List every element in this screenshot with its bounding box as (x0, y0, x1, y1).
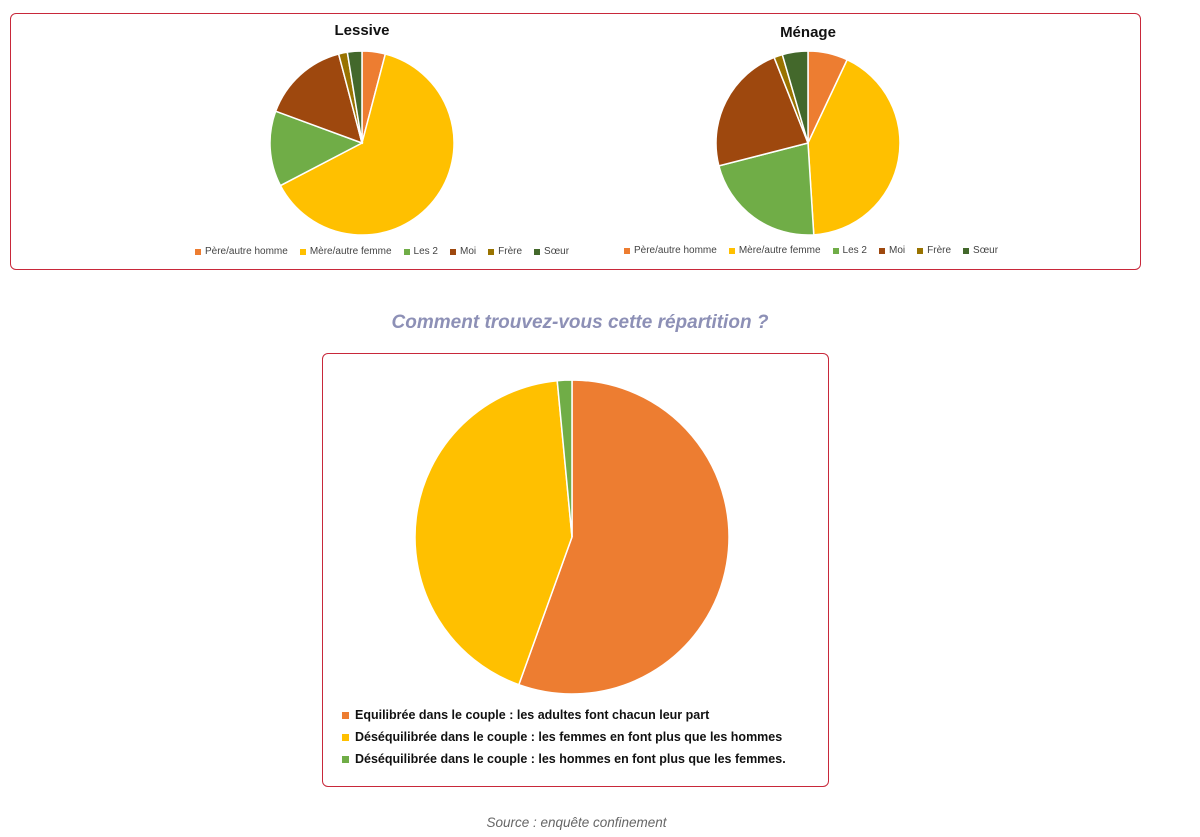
question-title: Comment trouvez-vous cette répartition ? (391, 312, 769, 333)
lessive-legend-item: Père/autre homme (195, 246, 288, 257)
source-note: Source : enquête confinement (486, 815, 667, 830)
menage-legend-item: Mère/autre femme (728, 245, 821, 256)
menage-slice-mere-autre-femme (807, 58, 901, 236)
repartition-legend-swatch (342, 711, 349, 719)
lessive-legend-label: Les 2 (413, 246, 438, 257)
menage-title: Ménage (780, 24, 836, 41)
lessive-legend-label: Frère (498, 246, 523, 257)
menage-legend-label: Frère (927, 245, 952, 256)
menage-legend-label: Père/autre homme (634, 245, 717, 256)
repartition-legend-item: Equilibrée dans le couple : les adultes … (342, 708, 822, 722)
lessive-legend-label: Sœur (544, 246, 570, 257)
menage-legend-label: Sœur (973, 245, 999, 256)
menage-legend: Père/autre homme Mère/autre femme Les 2 Moi… (624, 245, 998, 256)
menage-legend-item: Père/autre homme (624, 245, 717, 256)
menage-slice-moi (715, 56, 810, 167)
lessive-legend-item: Sœur (534, 246, 569, 257)
lessive-slice-soeur (346, 50, 363, 144)
lessive-legend: Père/autre homme Mère/autre femme Les 2 Moi… (195, 246, 569, 257)
bottom-chart-frame (322, 353, 829, 787)
lessive-slice-les-2 (269, 110, 364, 187)
repartition-legend: Equilibrée dans le couple : les adultes … (342, 708, 822, 774)
top-charts-frame (10, 13, 1141, 270)
repartition-slice-desequilibree-dans-le-couple-les-femmes- (414, 379, 573, 686)
repartition-slice-desequilibree-dans-le-couple-les-hommes- (556, 379, 573, 538)
menage-legend-item: Moi (879, 245, 905, 256)
lessive-legend-swatch (534, 248, 541, 255)
repartition-legend-swatch (342, 755, 349, 763)
menage-legend-label: Les 2 (842, 245, 867, 256)
lessive-legend-item: Mère/autre femme (299, 246, 392, 257)
repartition-legend-label: Déséquilibrée dans le couple : les homme… (355, 752, 786, 766)
lessive-title: Lessive (334, 22, 390, 39)
menage-legend-swatch (917, 247, 924, 254)
lessive-legend-label: Père/autre homme (205, 246, 288, 257)
lessive-legend-swatch (299, 248, 306, 255)
lessive-legend-swatch (403, 248, 410, 255)
menage-legend-item: Frère (917, 245, 951, 256)
menage-legend-swatch (832, 247, 839, 254)
menage-legend-label: Mère/autre femme (738, 245, 821, 256)
lessive-legend-item: Moi (450, 246, 476, 257)
lessive-legend-swatch (195, 248, 201, 255)
repartition-pie-chart (414, 379, 730, 695)
menage-slice-soeur (781, 50, 809, 144)
menage-slice-les-2 (717, 142, 815, 236)
menage-legend-label: Moi (889, 245, 906, 256)
repartition-legend-item: Déséquilibrée dans le couple : les femme… (342, 730, 822, 744)
menage-legend-item: Sœur (963, 245, 998, 256)
menage-pie-chart (715, 50, 901, 236)
lessive-legend-item: Les 2 (403, 246, 438, 257)
repartition-legend-swatch (342, 733, 349, 741)
lessive-legend-label: Moi (460, 246, 477, 257)
repartition-legend-label: Equilibrée dans le couple : les adultes … (355, 708, 710, 722)
menage-legend-swatch (963, 247, 970, 254)
menage-legend-swatch (879, 247, 885, 254)
lessive-slice-moi (274, 53, 364, 145)
lessive-legend-label: Mère/autre femme (309, 246, 392, 257)
menage-legend-swatch (624, 247, 630, 254)
lessive-slice-mere-autre-femme (279, 53, 455, 236)
repartition-legend-label: Déséquilibrée dans le couple : les femme… (355, 730, 783, 744)
lessive-legend-swatch (488, 248, 495, 255)
lessive-legend-swatch (450, 248, 456, 255)
menage-legend-item: Les 2 (832, 245, 867, 256)
lessive-legend-item: Frère (488, 246, 522, 257)
menage-legend-swatch (728, 247, 735, 254)
lessive-pie-chart (269, 50, 455, 236)
repartition-slice-equilibree-dans-le-couple-les-adultes-fo (517, 379, 730, 695)
repartition-legend-item: Déséquilibrée dans le couple : les homme… (342, 752, 822, 766)
